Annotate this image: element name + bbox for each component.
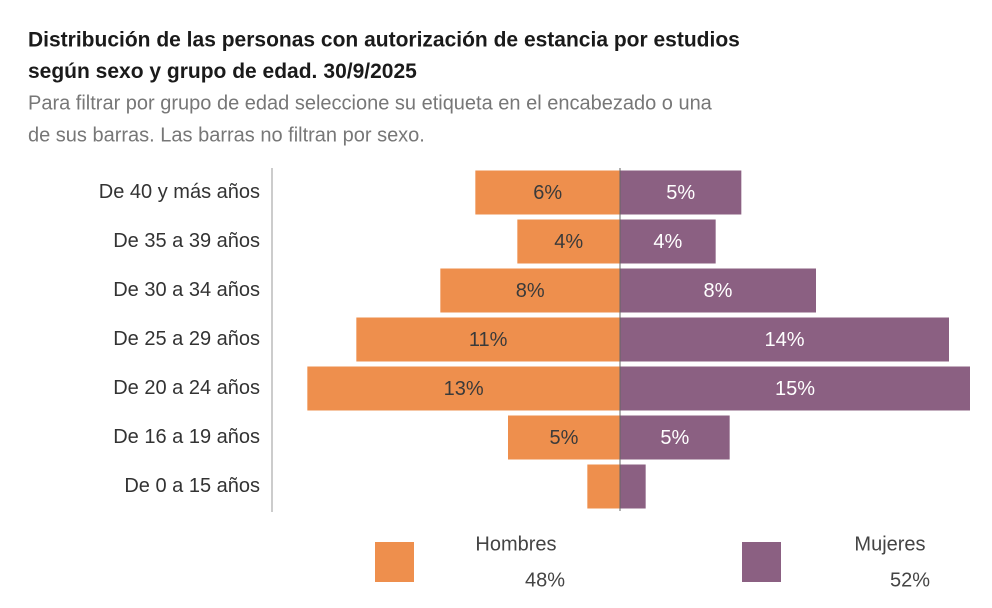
value-label: 5% bbox=[666, 182, 695, 204]
value-label: 15% bbox=[775, 378, 815, 400]
bar[interactable] bbox=[620, 317, 949, 362]
bar[interactable] bbox=[508, 415, 620, 460]
value-label: 4% bbox=[554, 231, 583, 253]
category-label[interactable]: De 30 a 34 años bbox=[113, 279, 260, 301]
bar[interactable] bbox=[620, 219, 716, 264]
bar[interactable] bbox=[356, 317, 620, 362]
category-label[interactable]: De 25 a 29 años bbox=[113, 328, 260, 350]
bar[interactable] bbox=[440, 268, 620, 313]
value-label: 13% bbox=[444, 378, 484, 400]
legend-total: 52% bbox=[890, 569, 930, 591]
value-label: 8% bbox=[704, 280, 733, 302]
value-label: 8% bbox=[516, 280, 545, 302]
chart-subtitle: de sus barras. Las barras no filtran por… bbox=[28, 124, 425, 146]
value-label: 5% bbox=[550, 427, 579, 449]
bar[interactable] bbox=[587, 464, 620, 509]
chart-date: 30/9/2025 bbox=[323, 60, 417, 83]
value-label: 14% bbox=[764, 329, 804, 351]
bar[interactable] bbox=[620, 268, 816, 313]
category-label[interactable]: De 16 a 19 años bbox=[113, 426, 260, 448]
legend-swatch[interactable] bbox=[375, 542, 414, 582]
category-label[interactable]: De 35 a 39 años bbox=[113, 230, 260, 252]
value-label: 6% bbox=[533, 182, 562, 204]
chart-title: según sexo y grupo de edad. 30/9/2025 bbox=[28, 60, 417, 83]
bar[interactable] bbox=[307, 366, 620, 411]
chart-title: según sexo y grupo de edad. bbox=[28, 60, 317, 83]
chart-title: Distribución de las personas con autoriz… bbox=[28, 29, 740, 52]
bar[interactable] bbox=[475, 170, 620, 215]
chart-subtitle: Para filtrar por grupo de edad seleccion… bbox=[28, 92, 713, 114]
legend-label[interactable]: Hombres bbox=[475, 533, 556, 555]
value-label: 11% bbox=[469, 329, 508, 351]
legend-swatch[interactable] bbox=[742, 542, 781, 582]
bar[interactable] bbox=[517, 219, 620, 264]
category-label[interactable]: De 40 y más años bbox=[99, 181, 260, 203]
category-label[interactable]: De 20 a 24 años bbox=[113, 377, 260, 399]
bar[interactable] bbox=[620, 464, 646, 509]
legend-total: 48% bbox=[525, 569, 565, 591]
bar[interactable] bbox=[620, 415, 730, 460]
value-label: 5% bbox=[660, 427, 689, 449]
category-label[interactable]: De 0 a 15 años bbox=[124, 475, 260, 497]
bar[interactable] bbox=[620, 170, 742, 215]
legend-label[interactable]: Mujeres bbox=[854, 533, 925, 555]
bar[interactable] bbox=[620, 366, 970, 411]
value-label: 4% bbox=[653, 231, 682, 253]
